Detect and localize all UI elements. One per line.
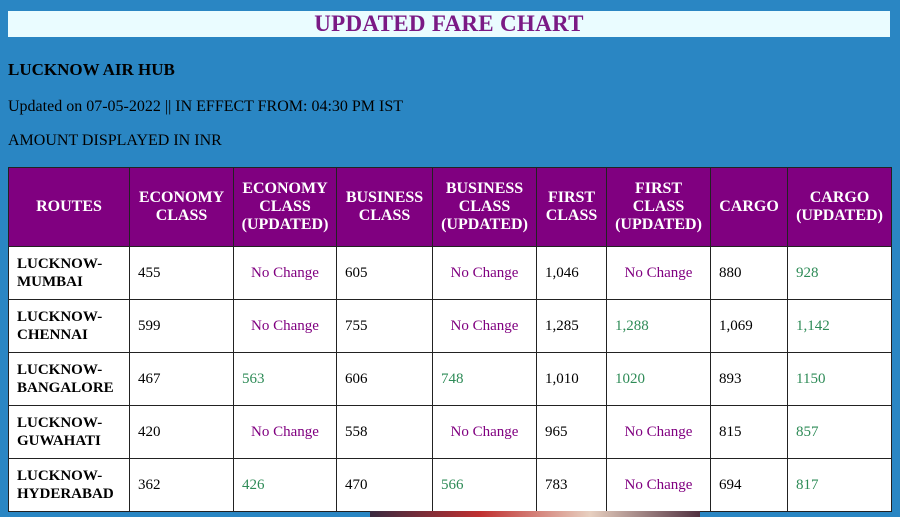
economy-cell: 467	[129, 352, 234, 406]
economy-updated-cell: No Change	[233, 299, 337, 353]
business-updated-cell: No Change	[432, 405, 537, 459]
page-title: UPDATED FARE CHART	[314, 11, 584, 36]
title-banner: UPDATED FARE CHART	[8, 11, 890, 37]
cargo-cell: 694	[710, 458, 788, 512]
first-cell: 783	[536, 458, 607, 512]
business-updated-cell: 566	[432, 458, 537, 512]
table-row: LUCKNOW-BANGALORE 467 563 606 748 1,010 …	[8, 352, 892, 406]
economy-updated-cell: No Change	[233, 405, 337, 459]
hub-name: LUCKNOW AIR HUB	[8, 60, 175, 79]
route-cell: LUCKNOW-HYDERABAD	[8, 458, 130, 512]
first-updated-cell: 1020	[606, 352, 711, 406]
business-cell: 606	[336, 352, 433, 406]
col-header-business-updated: BUSINESS CLASS (UPDATED)	[432, 167, 537, 247]
cargo-updated-cell: 857	[787, 405, 892, 459]
business-cell: 470	[336, 458, 433, 512]
first-updated-cell: No Change	[606, 246, 711, 300]
first-cell: 965	[536, 405, 607, 459]
economy-cell: 455	[129, 246, 234, 300]
amount-note: AMOUNT DISPLAYED IN INR	[8, 132, 222, 149]
route-cell: LUCKNOW-BANGALORE	[8, 352, 130, 406]
col-header-economy-updated: ECONOMY CLASS (UPDATED)	[233, 167, 337, 247]
route-cell: LUCKNOW-GUWAHATI	[8, 405, 130, 459]
col-header-cargo: CARGO	[710, 167, 788, 247]
route-cell: LUCKNOW-MUMBAI	[8, 246, 130, 300]
table-row: LUCKNOW-MUMBAI 455 No Change 605 No Chan…	[8, 246, 892, 300]
col-header-routes: ROUTES	[8, 167, 130, 247]
business-cell: 605	[336, 246, 433, 300]
table-row: LUCKNOW-CHENNAI 599 No Change 755 No Cha…	[8, 299, 892, 353]
first-updated-cell: 1,288	[606, 299, 711, 353]
table-header-row: ROUTES ECONOMY CLASS ECONOMY CLASS (UPDA…	[8, 167, 892, 247]
table-row: LUCKNOW-HYDERABAD 362 426 470 566 783 No…	[8, 458, 892, 512]
cargo-cell: 1,069	[710, 299, 788, 353]
cargo-cell: 880	[710, 246, 788, 300]
cargo-cell: 815	[710, 405, 788, 459]
table-row: LUCKNOW-GUWAHATI 420 No Change 558 No Ch…	[8, 405, 892, 459]
economy-cell: 362	[129, 458, 234, 512]
col-header-first-updated: FIRST CLASS (UPDATED)	[606, 167, 711, 247]
cargo-cell: 893	[710, 352, 788, 406]
economy-updated-cell: No Change	[233, 246, 337, 300]
cargo-updated-cell: 817	[787, 458, 892, 512]
first-updated-cell: No Change	[606, 458, 711, 512]
col-header-cargo-updated: CARGO (UPDATED)	[787, 167, 892, 247]
economy-updated-cell: 426	[233, 458, 337, 512]
first-cell: 1,046	[536, 246, 607, 300]
business-updated-cell: No Change	[432, 246, 537, 300]
economy-updated-cell: 563	[233, 352, 337, 406]
route-cell: LUCKNOW-CHENNAI	[8, 299, 130, 353]
col-header-first: FIRST CLASS	[536, 167, 607, 247]
business-cell: 558	[336, 405, 433, 459]
cargo-updated-cell: 928	[787, 246, 892, 300]
first-cell: 1,285	[536, 299, 607, 353]
background-image-strip	[370, 511, 700, 517]
cargo-updated-cell: 1150	[787, 352, 892, 406]
business-updated-cell: 748	[432, 352, 537, 406]
fare-table: ROUTES ECONOMY CLASS ECONOMY CLASS (UPDA…	[8, 167, 892, 512]
business-cell: 755	[336, 299, 433, 353]
col-header-economy: ECONOMY CLASS	[129, 167, 234, 247]
updated-info: Updated on 07-05-2022 || IN EFFECT FROM:…	[8, 98, 404, 115]
economy-cell: 420	[129, 405, 234, 459]
business-updated-cell: No Change	[432, 299, 537, 353]
col-header-business: BUSINESS CLASS	[336, 167, 433, 247]
first-cell: 1,010	[536, 352, 607, 406]
first-updated-cell: No Change	[606, 405, 711, 459]
cargo-updated-cell: 1,142	[787, 299, 892, 353]
economy-cell: 599	[129, 299, 234, 353]
